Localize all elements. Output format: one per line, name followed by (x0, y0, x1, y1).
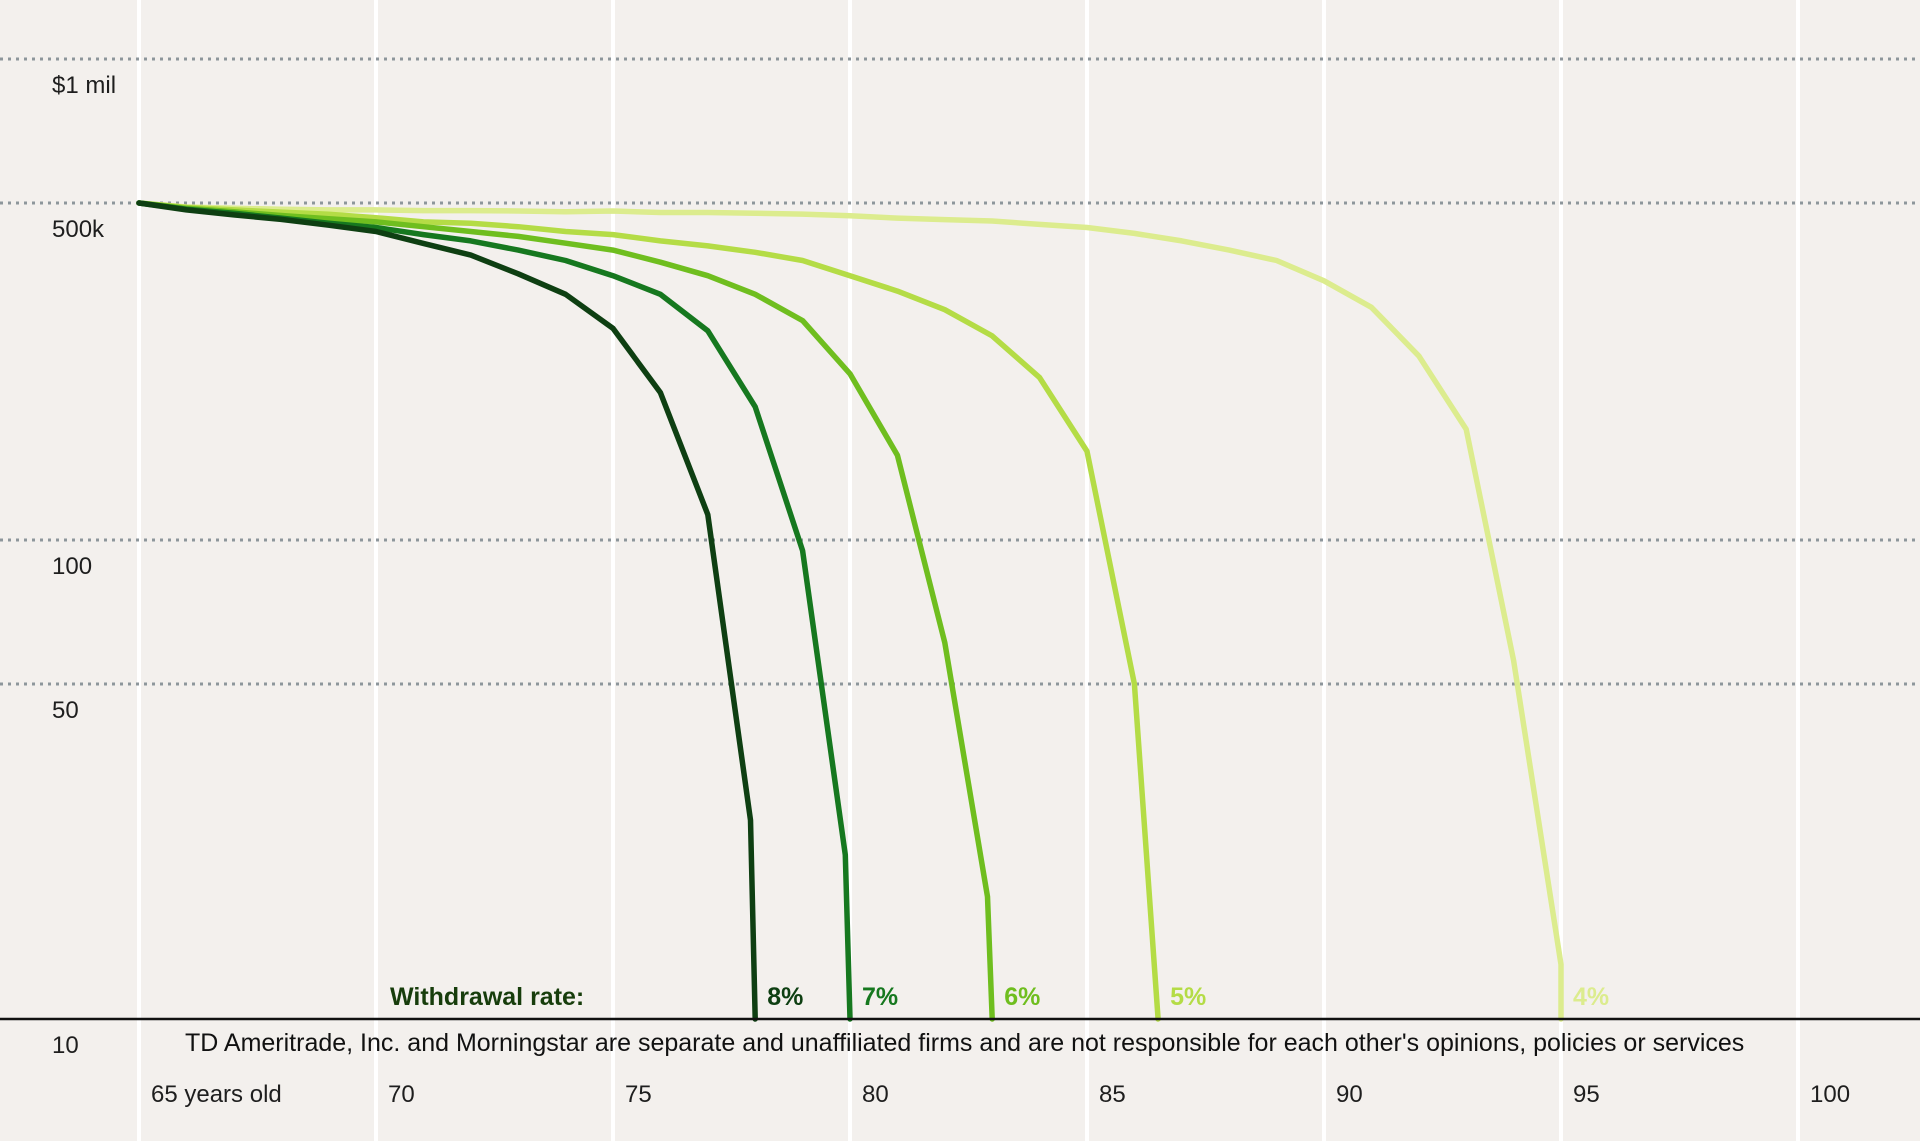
series-label-6-pct: 6% (1004, 983, 1040, 1011)
x-tick-label: 95 (1573, 1081, 1600, 1108)
y-tick-label: 10 (52, 1032, 79, 1059)
x-tick-label: 75 (625, 1081, 652, 1108)
series-lines (136, 200, 1564, 1022)
disclaimer-footnote: TD Ameritrade, Inc. and Morningstar are … (185, 1029, 1744, 1057)
series-line-4-pct (136, 200, 1564, 1022)
y-tick-label: $1 mil (52, 72, 116, 99)
series-end-labels: 4% 5% 6% 7% 8% (767, 983, 1609, 1011)
series-line-6-pct (136, 200, 995, 1022)
x-tick-label: 85 (1099, 1081, 1126, 1108)
x-tick-label: 100 (1810, 1081, 1850, 1108)
y-tick-label: 50 (52, 697, 79, 724)
y-tick-label: 500k (52, 216, 105, 243)
series-label-7-pct: 7% (862, 983, 898, 1011)
series-label-5-pct: 5% (1170, 983, 1206, 1011)
series-line-7-pct (136, 200, 853, 1022)
y-tick-label: 100 (52, 553, 92, 580)
series-line-8-pct (136, 200, 758, 1022)
x-tick-label: 80 (862, 1081, 889, 1108)
legend-title: Withdrawal rate: (390, 983, 584, 1011)
x-tick-label: 90 (1336, 1081, 1363, 1108)
series-label-8-pct: 8% (767, 983, 803, 1011)
x-axis-tick-labels: 65 years old 70 75 80 85 90 95 100 (151, 1081, 1850, 1108)
series-line-5-pct (136, 200, 1161, 1022)
x-tick-label: 65 years old (151, 1081, 282, 1108)
series-label-4-pct: 4% (1573, 983, 1609, 1011)
x-tick-label: 70 (388, 1081, 415, 1108)
y-axis-tick-labels: $1 mil 500k 100 50 10 (52, 72, 116, 1059)
